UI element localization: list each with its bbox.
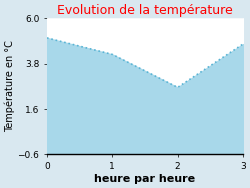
Y-axis label: Température en °C: Température en °C xyxy=(4,40,15,132)
Title: Evolution de la température: Evolution de la température xyxy=(57,4,233,17)
X-axis label: heure par heure: heure par heure xyxy=(94,174,196,184)
